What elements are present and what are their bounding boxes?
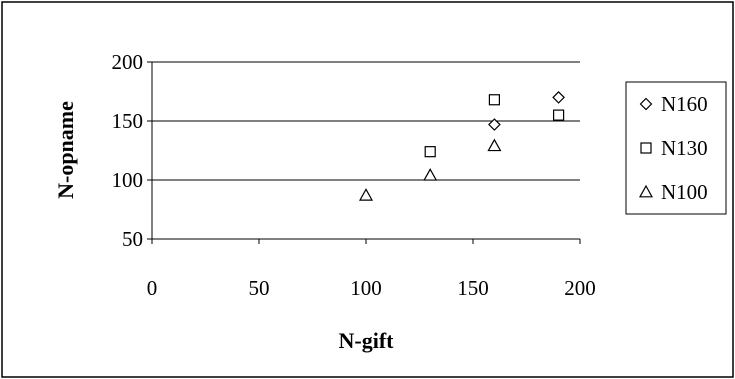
data-point-triangle — [487, 138, 502, 152]
data-point-triangle — [358, 188, 374, 201]
y-tick-label: 50 — [122, 227, 143, 251]
x-tick-label: 0 — [147, 276, 158, 300]
legend-marker-square — [640, 142, 652, 154]
data-point-square — [424, 146, 436, 158]
legend-label: N100 — [661, 180, 708, 204]
data-point-diamond — [552, 91, 565, 104]
x-ticks: 0 50 100 150 200 — [147, 239, 596, 300]
legend-marker-triangle — [638, 184, 654, 198]
legend-label: N160 — [661, 92, 708, 116]
x-tick-label: 50 — [249, 276, 270, 300]
legend-label: N130 — [661, 136, 708, 160]
x-tick-label: 150 — [457, 276, 489, 300]
legend: N160 N130 N100 — [625, 81, 727, 215]
y-axis-title: N-opname — [53, 101, 78, 199]
legend-marker-diamond — [639, 97, 653, 111]
data-point-diamond — [488, 118, 501, 131]
data-points — [358, 91, 565, 201]
y-tick-label: 200 — [112, 50, 144, 74]
gridlines — [152, 61, 580, 181]
y-tick-label: 150 — [112, 109, 144, 133]
x-tick-label: 100 — [350, 276, 382, 300]
x-tick-label: 200 — [564, 276, 596, 300]
data-point-square — [552, 109, 565, 121]
y-tick-label: 100 — [112, 168, 144, 192]
data-point-square — [488, 94, 500, 106]
y-ticks: 50 100 150 200 — [112, 50, 152, 251]
data-point-triangle — [423, 168, 438, 181]
x-axis-title: N-gift — [339, 328, 395, 353]
